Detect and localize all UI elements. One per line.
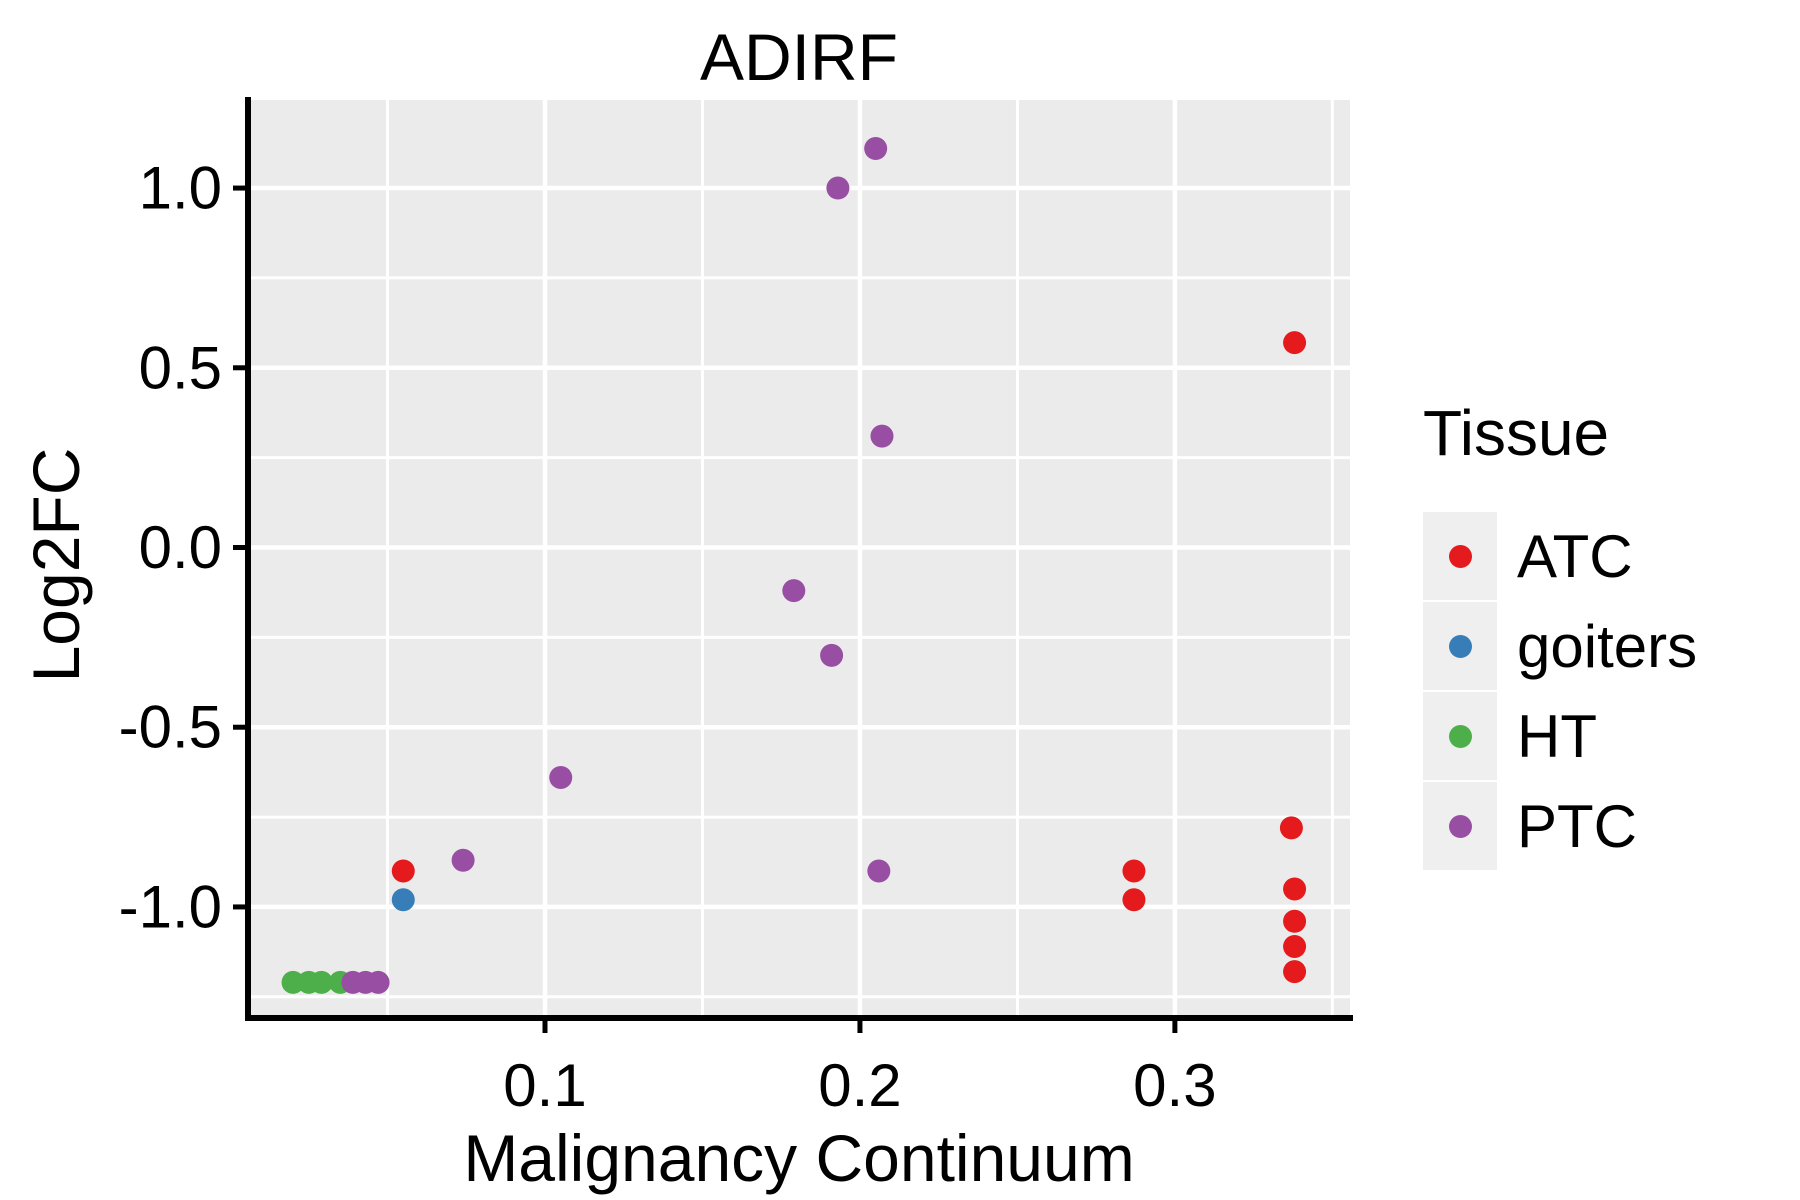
legend-marker-icon bbox=[1448, 634, 1472, 658]
data-point-atc bbox=[1283, 877, 1307, 901]
data-point-atc bbox=[1122, 888, 1146, 912]
data-point-ptc bbox=[867, 859, 891, 883]
data-point-ht bbox=[281, 970, 305, 994]
y-tick-label: 1.0 bbox=[139, 155, 222, 222]
legend-item-ht: HT bbox=[1423, 692, 1783, 780]
y-tick-label: -1.0 bbox=[119, 873, 222, 940]
legend-key bbox=[1423, 782, 1497, 870]
axis-lines bbox=[245, 97, 1353, 1021]
x-axis-title: Malignancy Continuum bbox=[463, 1121, 1135, 1195]
y-axis-title: Log2FC bbox=[19, 447, 93, 683]
legend-key bbox=[1423, 692, 1497, 780]
legend-key bbox=[1423, 512, 1497, 600]
data-point-atc bbox=[1283, 909, 1307, 933]
legend-marker-icon bbox=[1448, 814, 1472, 838]
legend-key bbox=[1423, 602, 1497, 690]
legend-items: ATC goiters HT PTC bbox=[1423, 512, 1783, 870]
legend-marker-icon bbox=[1448, 724, 1472, 748]
legend-item-atc: ATC bbox=[1423, 512, 1783, 600]
data-point-ptc bbox=[451, 848, 475, 872]
data-point-atc bbox=[1279, 816, 1303, 840]
data-point-goiters bbox=[391, 888, 415, 912]
legend-label: PTC bbox=[1517, 792, 1637, 860]
plot-panel bbox=[248, 100, 1350, 1018]
legend: Tissue ATC goiters HT PTC bbox=[1423, 398, 1783, 872]
legend-item-goiters: goiters bbox=[1423, 602, 1783, 690]
legend-marker-icon bbox=[1448, 544, 1472, 568]
data-point-ht bbox=[309, 970, 333, 994]
data-point-ptc bbox=[864, 137, 888, 161]
data-point-ptc bbox=[549, 766, 573, 790]
y-tick-label: 0.5 bbox=[139, 334, 222, 401]
data-point-atc bbox=[1283, 960, 1307, 984]
data-point-ptc bbox=[782, 579, 806, 603]
legend-label: goiters bbox=[1517, 612, 1698, 680]
x-tick-label: 0.3 bbox=[1133, 1052, 1216, 1119]
data-point-atc bbox=[391, 859, 415, 883]
legend-item-ptc: PTC bbox=[1423, 782, 1783, 870]
data-point-atc bbox=[1122, 859, 1146, 883]
data-point-ptc bbox=[826, 176, 850, 200]
legend-title: Tissue bbox=[1423, 397, 1610, 469]
data-point-atc bbox=[1283, 934, 1307, 958]
data-point-ptc bbox=[870, 424, 894, 448]
legend-label: HT bbox=[1517, 702, 1597, 770]
data-point-ptc bbox=[820, 643, 844, 667]
data-point-atc bbox=[1283, 331, 1307, 355]
y-tick-label: -0.5 bbox=[119, 694, 222, 761]
x-tick-label: 0.1 bbox=[503, 1052, 586, 1119]
plot-title: ADIRF bbox=[700, 20, 898, 94]
x-tick-label: 0.2 bbox=[818, 1052, 901, 1119]
y-tick-label: 0.0 bbox=[139, 514, 222, 581]
legend-label: ATC bbox=[1517, 522, 1633, 590]
data-point-ptc bbox=[366, 970, 390, 994]
